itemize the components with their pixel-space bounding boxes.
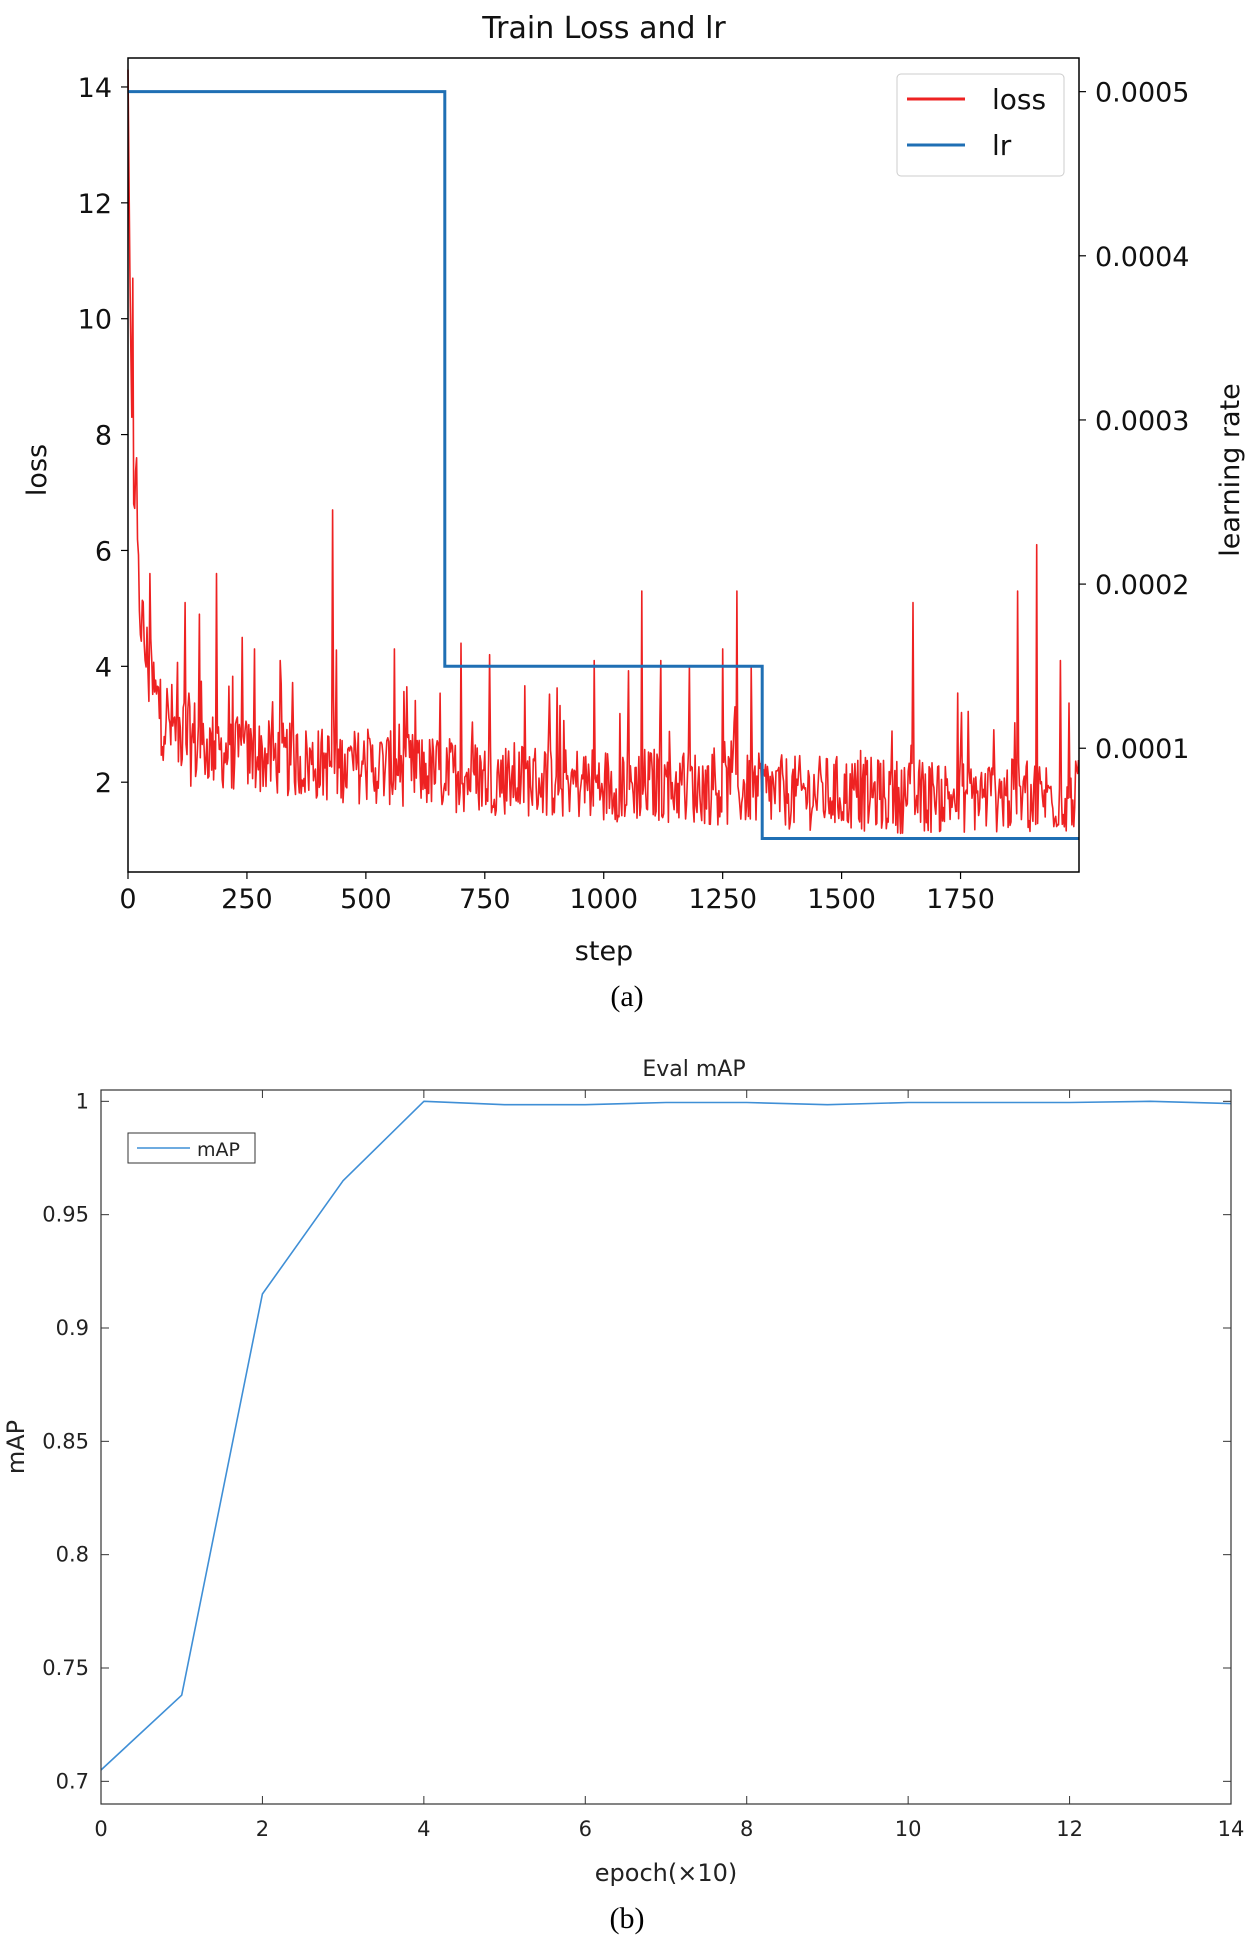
legend-lr-label: lr [992, 129, 1012, 162]
chart-b-y-tick-label: 1 [76, 1089, 89, 1113]
chart-a-x-tick-label: 500 [340, 884, 392, 915]
chart-b-plot-frame [100, 1089, 1232, 1805]
chart-a-y2-tick-label: 0.0005 [1095, 78, 1189, 109]
chart-a-y-axis-label: loss [22, 444, 53, 496]
chart-a-x-tick-label: 1000 [569, 884, 638, 915]
chart-a-x-tick-label: 1500 [807, 884, 876, 915]
series-lr-line [128, 90, 1079, 840]
chart-b-title: Eval mAP [642, 1057, 745, 1082]
caption-a: (a) [610, 980, 644, 1013]
chart-a-y2-tick-label: 0.0004 [1095, 242, 1189, 273]
chart-a-x-tick-label: 250 [221, 884, 273, 915]
chart-b-y-tick-label: 0.75 [42, 1656, 89, 1680]
eval-map-chart: Eval mAP 0 2 4 6 8 10 12 14 0.70.750.80.850.90.… [2, 1057, 1244, 1887]
chart-a-y-tick-label: 14 [78, 73, 112, 104]
chart-b-y-ticks: 0.7 0.75 0.8 0.85 0.9 0.95 1 [42, 1089, 1231, 1793]
chart-a-title: Train Loss and lr [481, 11, 726, 46]
chart-a-y-tick-label: 4 [95, 652, 112, 683]
chart-a-x-axis-label: step [575, 936, 633, 967]
chart-b-x-tick-label: 14 [1218, 1817, 1245, 1841]
chart-b-x-tick-label: 12 [1056, 1817, 1083, 1841]
legend-loss-label: loss [992, 83, 1046, 116]
chart-b-x-tick-label: 8 [740, 1817, 753, 1841]
chart-a-x-tick-label: 1250 [688, 884, 757, 915]
chart-a-y-tick-label: 12 [78, 189, 112, 220]
series-loss-line [127, 69, 1080, 835]
series-map-line [100, 1100, 1232, 1771]
chart-b-y-tick-label: 0.9 [56, 1316, 89, 1340]
chart-b-y-tick-label: 0.85 [42, 1429, 89, 1453]
chart-a-x-ticks: 0 250 500 750 1000 1250 1500 1750 [119, 872, 995, 915]
chart-a-y2-tick-label: 0.0002 [1095, 570, 1189, 601]
chart-b-y-tick-label: 0.7 [56, 1769, 89, 1793]
chart-a-y2-ticks: 0.0001 0.0002 0.0003 0.0004 0.0005 [1079, 78, 1189, 765]
chart-a-x-tick-label: 750 [459, 884, 511, 915]
chart-a-y2-tick-label: 0.0003 [1095, 406, 1189, 437]
chart-a-legend: loss lr [896, 73, 1065, 177]
chart-a-y2-tick-label: 0.0001 [1095, 734, 1189, 765]
chart-a-x-tick-label: 0 [119, 884, 136, 915]
chart-b-x-tick-label: 2 [256, 1817, 269, 1841]
chart-a-y-tick-label: 10 [78, 305, 112, 336]
chart-a-y-tick-label: 2 [95, 768, 112, 799]
chart-b-x-tick-label: 0 [94, 1817, 107, 1841]
chart-b-y-tick-label: 0.8 [56, 1543, 89, 1567]
chart-b-x-ticks: 0 2 4 6 8 10 12 14 [94, 1090, 1244, 1841]
chart-b-x-tick-label: 6 [579, 1817, 592, 1841]
chart-b-x-axis-label: epoch(×10) [595, 1859, 737, 1887]
chart-a-y-ticks: 2 4 6 8 10 12 14 [78, 73, 128, 799]
chart-b-x-tick-label: 4 [417, 1817, 430, 1841]
chart-a-plot-frame [127, 57, 1080, 873]
chart-b-y-axis-label: mAP [2, 1420, 30, 1474]
legend-map-label: mAP [197, 1139, 240, 1161]
train-loss-lr-chart: Train Loss and lr 0 250 500 750 1000 1250 1500… [22, 11, 1246, 967]
chart-a-x-tick-label: 1750 [926, 884, 995, 915]
chart-b-y-tick-label: 0.95 [42, 1203, 89, 1227]
caption-b: (b) [609, 1902, 645, 1935]
chart-b-x-tick-label: 10 [895, 1817, 922, 1841]
chart-a-y-tick-label: 6 [95, 536, 112, 567]
chart-a-y2-axis-label: learning rate [1215, 383, 1246, 557]
chart-a-y-tick-label: 8 [95, 421, 112, 452]
chart-b-legend: mAP [127, 1132, 256, 1164]
